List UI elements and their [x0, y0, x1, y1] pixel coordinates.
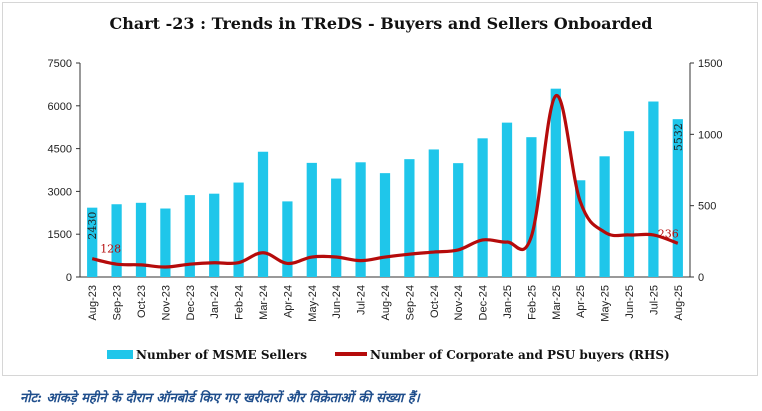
footnote: नोट: आंकड़े महीने के दौरान ऑनबोर्ड किए ग… [20, 391, 420, 406]
right-axis-tick-label: 500 [698, 201, 716, 213]
bar-msme-sellers [477, 138, 488, 277]
bar-msme-sellers [672, 119, 683, 278]
left-axis-tick-label: 6000 [48, 101, 72, 113]
bar-msme-sellers [355, 162, 366, 277]
x-tick-label: Mar-25 [551, 285, 563, 320]
bar-msme-sellers [599, 156, 610, 277]
right-axis-tick-label: 1500 [698, 58, 722, 70]
x-tick-label: Jan-24 [209, 285, 221, 319]
x-tick-label: Nov-24 [453, 285, 465, 320]
x-tick-label: Apr-25 [575, 285, 587, 318]
bar-msme-sellers [550, 88, 561, 278]
x-tick-label: May-24 [307, 285, 319, 322]
x-tick-label: Nov-23 [160, 285, 172, 320]
x-tick-label: Aug-24 [380, 285, 392, 320]
bar-msme-sellers [453, 163, 464, 277]
bar-msme-sellers [623, 131, 635, 277]
legend: Number of MSME Sellers Number of Corpora… [107, 348, 670, 362]
left-axis-tick-label: 0 [66, 272, 72, 284]
left-axis-tick-label: 7500 [48, 58, 72, 70]
data-label-buyers: 236 [658, 227, 679, 240]
data-label-buyers: 128 [100, 243, 121, 256]
line-series [91, 94, 679, 269]
x-tick-label: Feb-25 [526, 285, 538, 320]
x-tick-label: Jun-24 [331, 285, 343, 319]
left-axis-tick-label: 3000 [48, 186, 72, 198]
x-tick-label: Jan-25 [502, 285, 514, 319]
left-axis-tick-label: 1500 [48, 229, 72, 241]
left-axis-tick-label: 4500 [48, 144, 72, 156]
bar-msme-sellers [87, 207, 98, 277]
bar-msme-sellers [575, 180, 586, 277]
bar-msme-sellers [404, 159, 415, 277]
x-tick-label: Jun-25 [624, 285, 636, 319]
x-tick-label: Feb-24 [234, 285, 246, 320]
right-axis-tick-label: 0 [698, 272, 704, 284]
bar-msme-sellers [526, 137, 537, 277]
legend-swatch-sellers [107, 350, 133, 359]
x-tick-label: Sep-23 [112, 285, 124, 320]
right-axis-tick-label: 1000 [698, 129, 722, 141]
bar-msme-sellers [257, 151, 269, 277]
x-tick-label: Mar-24 [258, 285, 270, 320]
bar-msme-sellers [160, 208, 171, 277]
bar-msme-sellers [379, 173, 391, 277]
line-corporate-psu-buyers [91, 94, 679, 269]
x-tick-label: Aug-23 [87, 285, 99, 320]
x-tick-label: Dec-24 [478, 285, 490, 320]
x-tick-label: Jul-24 [356, 285, 368, 315]
x-tick-label: Dec-23 [185, 285, 197, 320]
x-tick-label: Sep-24 [404, 285, 416, 320]
bar-msme-sellers [428, 149, 439, 277]
data-label-sellers: 5532 [672, 123, 685, 151]
x-tick-label: Oct-23 [136, 285, 148, 318]
x-tick-label: Oct-24 [429, 285, 441, 318]
bar-msme-sellers [331, 178, 342, 277]
bar-msme-sellers [648, 101, 659, 278]
legend-label-buyers: Number of Corporate and PSU buyers (RHS) [370, 348, 670, 362]
x-tick-labels: Aug-23 Sep-23 Oct-23 Nov-23 Dec-23 Jan-24 Feb-… [87, 285, 685, 322]
chart-frame [2, 2, 758, 376]
bar-msme-sellers [111, 204, 122, 277]
chart-title: Chart -23 : Trends in TReDS - Buyers and… [109, 14, 653, 33]
bar-msme-sellers [501, 122, 513, 277]
x-tick-label: May-25 [600, 285, 612, 322]
x-tick-label: Aug-25 [673, 285, 685, 320]
legend-label-sellers: Number of MSME Sellers [136, 348, 307, 362]
bar-msme-sellers [184, 195, 195, 277]
bar-msme-sellers [135, 202, 147, 277]
bar-msme-sellers [209, 193, 220, 277]
bar-msme-sellers [282, 201, 293, 277]
bar-msme-sellers [306, 162, 317, 277]
bar-series [87, 88, 683, 278]
x-tick-label: Jul-25 [648, 285, 660, 315]
data-label-sellers: 2430 [86, 212, 99, 240]
x-tick-label: Apr-24 [282, 285, 294, 318]
bar-msme-sellers [233, 182, 244, 277]
